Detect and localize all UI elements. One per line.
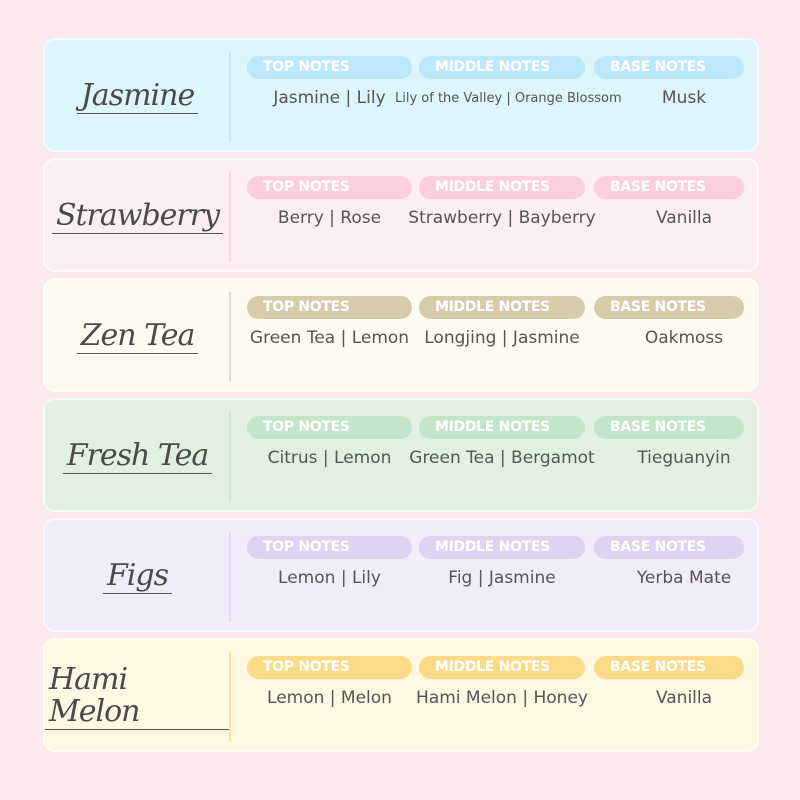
base-notes-value: Musk bbox=[661, 88, 707, 108]
divider bbox=[229, 172, 231, 262]
divider bbox=[229, 292, 231, 382]
base-notes-label: BASE NOTES bbox=[594, 416, 744, 439]
base-notes-label: BASE NOTES bbox=[594, 536, 744, 559]
top-notes-value: Lemon | Lily bbox=[278, 568, 381, 588]
middle-notes-label: MIDDLE NOTES bbox=[419, 176, 585, 199]
fragrance-card: Strawberry TOP NOTES MIDDLE NOTES BASE N… bbox=[43, 158, 759, 272]
fragrance-card: Zen Tea TOP NOTES MIDDLE NOTES BASE NOTE… bbox=[43, 278, 759, 392]
top-notes-value: Lemon | Melon bbox=[267, 688, 392, 708]
top-notes-label: TOP NOTES bbox=[247, 296, 412, 319]
fragrance-name: Hami Melon bbox=[45, 640, 230, 754]
middle-notes-value: Lily of the Valley | Orange Blossom bbox=[395, 91, 622, 106]
divider bbox=[229, 652, 231, 742]
fragrance-name-text: Fresh Tea bbox=[62, 440, 213, 475]
fragrance-name: Figs bbox=[45, 520, 230, 634]
divider bbox=[229, 412, 231, 502]
middle-notes-label: MIDDLE NOTES bbox=[419, 296, 585, 319]
middle-notes-value: Fig | Jasmine bbox=[448, 568, 556, 588]
fragrance-name-text: Jasmine bbox=[76, 80, 199, 115]
base-notes-value: Tieguanyin bbox=[637, 448, 731, 468]
middle-notes-value: Strawberry | Bayberry bbox=[408, 208, 596, 228]
base-notes-label: BASE NOTES bbox=[594, 176, 744, 199]
base-notes-label: BASE NOTES bbox=[594, 656, 744, 679]
fragrance-name: Fresh Tea bbox=[45, 400, 230, 514]
base-notes-value: Vanilla bbox=[655, 208, 713, 228]
divider bbox=[229, 532, 231, 622]
top-notes-label: TOP NOTES bbox=[247, 656, 412, 679]
middle-notes-label: MIDDLE NOTES bbox=[419, 56, 585, 79]
fragrance-card: Fresh Tea TOP NOTES MIDDLE NOTES BASE NO… bbox=[43, 398, 759, 512]
fragrance-name: Zen Tea bbox=[45, 280, 230, 394]
top-notes-label: TOP NOTES bbox=[247, 176, 412, 199]
top-notes-label: TOP NOTES bbox=[247, 536, 412, 559]
base-notes-value: Vanilla bbox=[655, 688, 713, 708]
fragrance-name: Strawberry bbox=[45, 160, 230, 274]
middle-notes-label: MIDDLE NOTES bbox=[419, 536, 585, 559]
fragrance-name-text: Figs bbox=[102, 560, 172, 595]
fragrance-card: Figs TOP NOTES MIDDLE NOTES BASE NOTES L… bbox=[43, 518, 759, 632]
top-notes-value: Berry | Rose bbox=[277, 208, 382, 228]
base-notes-label: BASE NOTES bbox=[594, 296, 744, 319]
fragrance-name-text: Strawberry bbox=[51, 200, 224, 235]
fragrance-name: Jasmine bbox=[45, 40, 230, 154]
base-notes-value: Oakmoss bbox=[644, 328, 724, 348]
fragrance-card: Jasmine TOP NOTES MIDDLE NOTES BASE NOTE… bbox=[43, 38, 759, 152]
middle-notes-label: MIDDLE NOTES bbox=[419, 656, 585, 679]
fragrance-card: Hami Melon TOP NOTES MIDDLE NOTES BASE N… bbox=[43, 638, 759, 752]
base-notes-value: Yerba Mate bbox=[636, 568, 732, 588]
base-notes-label: BASE NOTES bbox=[594, 56, 744, 79]
middle-notes-value: Hami Melon | Honey bbox=[416, 688, 588, 708]
top-notes-label: TOP NOTES bbox=[247, 56, 412, 79]
top-notes-value: Green Tea | Lemon bbox=[249, 328, 410, 348]
middle-notes-label: MIDDLE NOTES bbox=[419, 416, 585, 439]
divider bbox=[229, 52, 231, 142]
fragrance-name-text: Zen Tea bbox=[76, 320, 199, 355]
middle-notes-value: Longjing | Jasmine bbox=[424, 328, 580, 348]
top-notes-label: TOP NOTES bbox=[247, 416, 412, 439]
middle-notes-value: Green Tea | Bergamot bbox=[409, 448, 595, 468]
fragrance-name-text: Hami Melon bbox=[45, 664, 230, 730]
top-notes-value: Jasmine | Lily bbox=[273, 88, 386, 108]
top-notes-value: Citrus | Lemon bbox=[267, 448, 392, 468]
